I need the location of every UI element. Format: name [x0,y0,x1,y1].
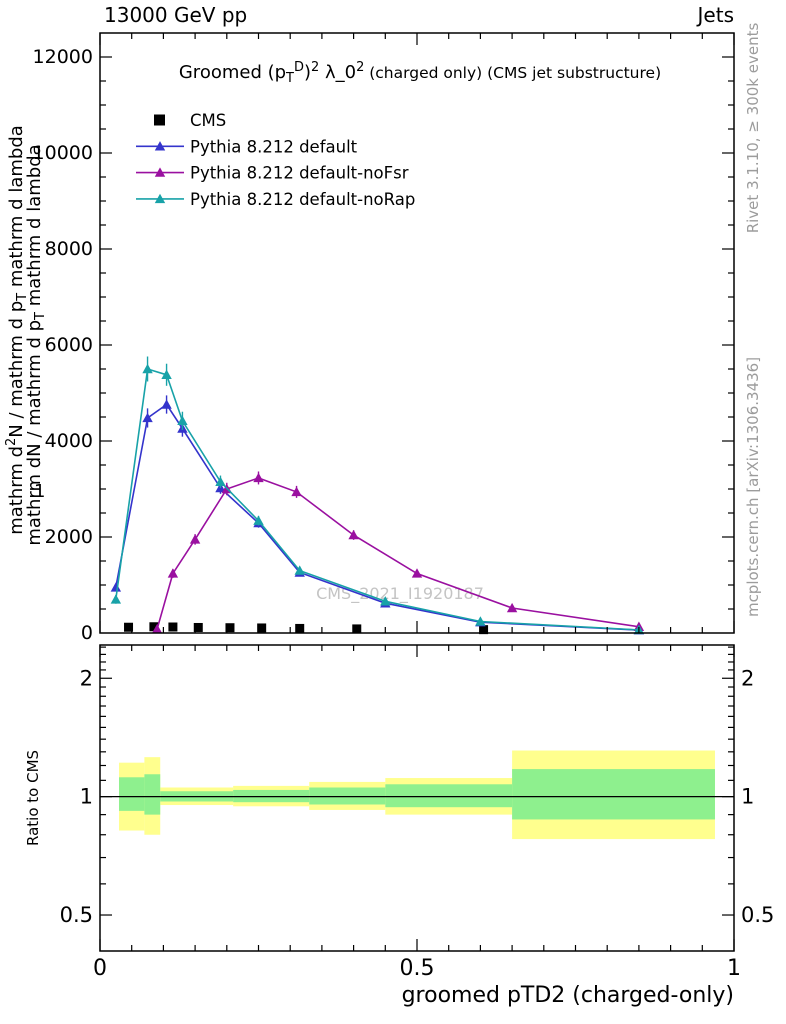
triangle-marker [475,616,486,626]
mcplots-ref-label: mcplots.cern.ch [arXiv:1306.3436] [744,357,762,617]
triangle-marker [161,399,172,409]
cms-data-point [124,622,134,632]
triangle-marker [294,565,305,575]
legend-triangle-marker [154,141,166,151]
legend-label: Pythia 8.212 default [190,137,358,156]
triangle-marker [110,594,122,604]
triangle-marker [291,486,302,497]
triangle-marker [506,602,518,613]
cms-data-point [193,622,203,632]
ratio-tick-label-left: 1 [80,785,93,809]
cms-data-point [479,625,489,635]
series-line [156,477,640,630]
triangle-marker [253,472,264,483]
ratio-band-green [144,774,161,815]
ylabel-garbled-2: mathrm dN / mathrm d pT mathrm d lambda [24,144,48,545]
triangle-marker [110,582,122,592]
cms-data-point [168,622,178,632]
y-tick-label: 0 [81,622,93,644]
ylabel-garbled-1: mathrm d2N / mathrm d pT mathrm d lambda [4,125,30,535]
triangle-marker [189,534,201,544]
header-beam-energy: 13000 GeV pp [104,3,247,27]
series-line [115,367,639,631]
series-line [115,403,639,631]
ratio-ylabel: Ratio to CMS [24,750,42,846]
legend-marker-cms [154,114,165,126]
header-analysis-group: Jets [696,3,734,27]
watermark: CMS_2021_I1920187 [316,584,484,604]
triangle-marker [151,623,163,634]
legend-triangle-marker [154,167,166,177]
triangle-marker [253,515,264,525]
xaxis-title: groomed pTD2 (charged-only) [402,983,734,1008]
ratio-tick-label-right: 1 [741,785,754,809]
cms-data-point [149,622,159,632]
ratio-band-green [512,769,715,820]
data-series [110,356,645,635]
triangle-marker [177,415,188,426]
legend-label: Pythia 8.212 default-noFsr [190,164,409,183]
ylabel-one: 1 [34,481,45,502]
legend: CMS Pythia 8.212 default Pythia 8.212 defa… [136,111,415,209]
ratio-tick-label-right: 2 [741,666,754,690]
triangle-marker [142,412,153,423]
ratio-band-green [119,777,145,811]
ratio-tick-label-right: 0.5 [741,903,774,927]
triangle-marker [411,568,423,578]
legend-label: Pythia 8.212 default-noRap [190,190,415,209]
cms-data-point [257,623,267,633]
y-tick-label: 10000 [33,142,93,164]
x-tick-label: 0.5 [400,956,435,981]
legend-label: CMS [190,111,226,130]
triangle-marker [348,529,359,540]
ratio-tick-label-left: 2 [80,666,93,690]
triangle-marker [161,369,172,379]
x-tick-label: 0 [93,956,107,981]
y-tick-label: 6000 [45,334,93,356]
y-tick-label: 2000 [45,526,93,548]
ratio-band-green [385,784,513,808]
cms-data-point [225,623,235,633]
triangle-marker [142,363,153,374]
axes-frame-and-ticks: 0 2000 4000 6000 8000 10000 12000 0.5 0.5 1 1 2 2 0 0.… [33,32,774,981]
y-tick-label: 8000 [45,238,93,260]
rivet-version-label: Rivet 3.1.10, ≥ 300k events [744,23,762,234]
y-tick-label: 12000 [33,46,93,68]
triangle-marker [380,596,391,606]
ratio-tick-label-left: 0.5 [60,903,93,927]
x-tick-label: 1 [727,956,741,981]
triangle-marker [167,568,179,578]
legend-triangle-marker [154,193,166,204]
plot-title: Groomed (pTD)2 λ_02 (charged only) (CMS … [179,60,661,86]
triangle-marker [215,476,226,486]
ratio-bands [100,750,734,840]
cms-data-point [352,624,362,634]
cms-data-point [295,623,305,633]
y-tick-label: 4000 [45,430,93,452]
